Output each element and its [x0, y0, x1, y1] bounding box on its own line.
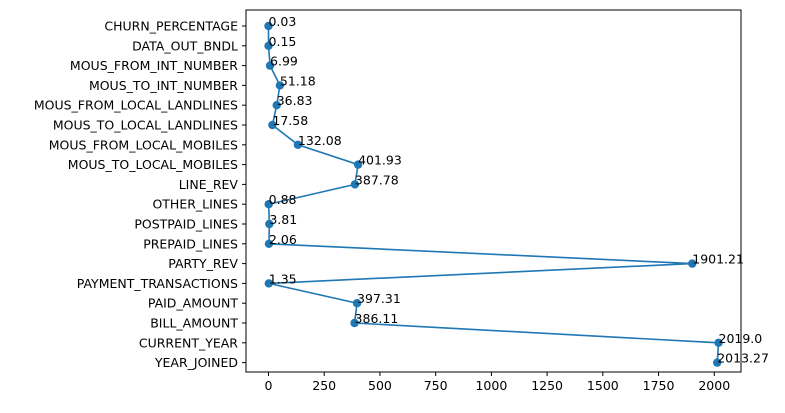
data-point: [272, 101, 281, 110]
data-point: [264, 41, 273, 50]
y-tick-label: PREPAID_LINES: [143, 236, 238, 251]
x-tick-label: 250: [312, 378, 336, 393]
data-point: [268, 120, 277, 130]
x-tick-label: 1000: [475, 378, 507, 393]
data-label: 2013.27: [717, 351, 769, 366]
y-tick-label: PARTY_REV: [168, 256, 238, 271]
data-point: [713, 358, 722, 367]
x-tick-label: 500: [368, 378, 392, 393]
data-label: 6.99: [270, 54, 298, 69]
x-tick-label: 1750: [643, 378, 675, 393]
data-point: [352, 299, 362, 308]
data-point: [264, 21, 273, 31]
y-tick-label: MOUS_TO_LOCAL_LANDLINES: [53, 118, 238, 133]
x-tick-label: 750: [424, 378, 448, 393]
data-point: [714, 338, 723, 347]
data-point: [350, 318, 359, 328]
data-point: [264, 239, 274, 248]
y-tick-label: MOUS_FROM_LOCAL_LANDLINES: [34, 98, 238, 113]
x-tick-label: 1500: [587, 378, 619, 393]
data-label: 2.06: [269, 232, 297, 247]
y-tick-label: MOUS_TO_LOCAL_MOBILES: [68, 157, 238, 172]
data-label: 0.03: [268, 14, 296, 29]
y-tick-label: DATA_OUT_BNDL: [132, 38, 238, 53]
data-point: [275, 81, 285, 90]
x-tick-label: 0: [265, 378, 273, 393]
data-point: [350, 180, 360, 189]
y-tick-label: YEAR_JOINED: [154, 355, 238, 370]
series-line: [267, 25, 720, 363]
data-label: 51.18: [280, 73, 316, 88]
plot-area: 0 250 500 750 1000 1250 1500 1750 2000 CHURN_PERC…: [34, 9, 769, 393]
data-point: [265, 61, 275, 70]
data-point: [293, 140, 303, 149]
data-point: [353, 160, 363, 169]
data-label: 0.15: [269, 34, 297, 49]
y-tick-label: MOUS_TO_INT_NUMBER: [89, 78, 238, 93]
data-label: 1901.21: [692, 252, 744, 267]
data-point: [265, 219, 274, 229]
y-tick-label: OTHER_LINES: [152, 197, 238, 212]
data-label: 36.83: [277, 93, 313, 108]
y-tick-label: PAID_AMOUNT: [148, 296, 239, 311]
data-label: 3.81: [269, 212, 297, 227]
y-tick-label: MOUS_FROM_LOCAL_MOBILES: [49, 137, 238, 152]
y-tick-label: BILL_AMOUNT: [150, 316, 238, 331]
plot-frame: [245, 9, 742, 373]
data-point: [264, 200, 273, 209]
x-tick-label: 2000: [698, 378, 730, 393]
data-label: 387.78: [355, 172, 399, 187]
data-label: 386.11: [355, 311, 399, 326]
data-label: 17.58: [272, 113, 308, 128]
y-tick-label: MOUS_FROM_INT_NUMBER: [70, 58, 238, 73]
data-label: 2019.0: [719, 331, 763, 346]
data-point: [688, 259, 697, 268]
y-tick-label: CHURN_PERCENTAGE: [104, 19, 238, 34]
y-tick-label: CURRENT_YEAR: [139, 335, 238, 350]
y-tick-label: PAYMENT_TRANSACTIONS: [77, 276, 238, 291]
data-label: 397.31: [357, 291, 401, 306]
x-tick-label: 1250: [531, 378, 563, 393]
y-tick-label: POSTPAID_LINES: [134, 217, 238, 232]
y-tick-label: LINE_REV: [179, 177, 239, 192]
data-label: 0.88: [269, 192, 297, 207]
data-label: 132.08: [298, 133, 342, 148]
data-point: [264, 279, 273, 288]
data-label: 401.93: [358, 153, 402, 168]
data-label: 1.35: [269, 271, 297, 286]
